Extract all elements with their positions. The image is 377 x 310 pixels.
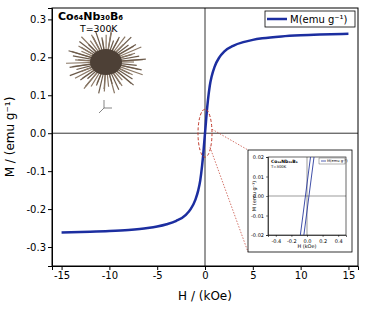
tick: -5	[153, 266, 163, 281]
tick: -0.2	[26, 204, 52, 215]
inset-chart: -0.4-0.20.00.20.4-0.02-0.010.000.010.02H…	[248, 150, 352, 252]
plot-frame	[268, 157, 346, 235]
tick: 0.4	[335, 235, 343, 244]
tick-mark	[266, 216, 268, 217]
tick: -15	[54, 266, 70, 281]
tick: -0.1	[26, 166, 52, 177]
tick-label: 0.4	[335, 238, 343, 244]
legend-label: M(emu g⁻¹)	[290, 14, 348, 25]
data-layer	[300, 157, 314, 235]
axes-icon	[99, 100, 112, 113]
legend-box	[265, 11, 355, 27]
tick: -0.3	[26, 242, 52, 253]
tick: -0.01	[251, 213, 268, 219]
tick-label: 0.1	[30, 90, 46, 101]
y-axis: -0.02-0.010.000.010.02	[251, 154, 268, 238]
inset-background	[248, 150, 352, 252]
tick-mark	[48, 171, 52, 172]
tick-label: 0.3	[30, 14, 46, 25]
legend-label: M(emu g⁻¹)	[327, 159, 348, 163]
axes-icon-arrow	[104, 108, 112, 109]
tick: 0.2	[319, 235, 327, 244]
tick-label: 0.0	[30, 128, 46, 139]
tick: 0.02	[253, 154, 268, 160]
tick: 0.1	[30, 90, 52, 101]
tick-label: 0	[202, 270, 208, 281]
tick-mark	[48, 209, 52, 210]
legend: M(emu g⁻¹)	[319, 158, 348, 164]
subtitle: T=300K	[270, 164, 287, 169]
tick-mark	[48, 247, 52, 248]
tick-label: 0.2	[30, 52, 46, 63]
tick-label: -10	[102, 270, 118, 281]
tick-label: -5	[153, 270, 163, 281]
zero-line	[268, 196, 346, 197]
tick-label: -0.1	[26, 166, 46, 177]
tick-label: 10	[295, 270, 308, 281]
y-axis-label: M (emu g⁻¹)	[251, 181, 258, 211]
particle-core	[90, 49, 122, 75]
y-axis-label: M / (emu g⁻¹)	[3, 97, 17, 178]
y-axis: -0.3 -0.2 -0.1 0.0 0.1 0.2 0.3	[26, 9, 52, 267]
tick: 0	[202, 266, 208, 281]
main-chart: -15 -10 -5 0 5 10 15 -0.3 -0.2 -0.1 0.0 0.1 0.2 0.3 H …	[3, 8, 359, 303]
tick-mark	[266, 157, 268, 158]
legend-swatch	[321, 161, 326, 162]
tick: 15	[343, 266, 356, 281]
plot-frame	[52, 8, 358, 266]
legend: M(emu g⁻¹)	[265, 11, 355, 27]
x-axis-label: H / (kOe)	[178, 289, 232, 303]
tick-label: -0.4	[271, 238, 281, 244]
tick-label: -0.2	[26, 204, 46, 215]
subtitle: T=300K	[79, 23, 118, 34]
tick: -10	[102, 266, 118, 281]
tick-mark	[48, 57, 52, 58]
tick: 0.2	[30, 52, 52, 63]
axis-line	[266, 158, 269, 236]
tick-mark	[266, 235, 268, 236]
zoom-leader	[212, 129, 248, 150]
tick: 0.0	[30, 128, 52, 139]
series-line	[300, 157, 314, 235]
tick-label: 15	[343, 270, 356, 281]
tick-label: -0.2	[287, 238, 297, 244]
zoom-marker	[198, 109, 248, 252]
tick-label: 0.01	[253, 174, 264, 180]
tick-label: -0.3	[26, 242, 46, 253]
tick-label: 5	[250, 270, 256, 281]
tick-mark	[266, 196, 268, 197]
zoom-leader	[210, 147, 248, 252]
tick-label: 0.02	[253, 154, 264, 160]
tick-mark	[48, 133, 52, 134]
legend-swatch	[267, 18, 287, 21]
tick-label: -15	[54, 270, 70, 281]
tick: 0.3	[30, 14, 52, 25]
tick-mark	[266, 177, 268, 178]
tick: -0.02	[251, 232, 268, 238]
axis-line	[48, 9, 53, 267]
x-axis-label: H (kOe)	[297, 243, 316, 249]
zoom-ellipse	[198, 109, 212, 157]
tick: 5	[250, 266, 256, 281]
tick: -0.4	[271, 235, 281, 244]
tick-label: -0.01	[251, 213, 264, 219]
tick: -0.2	[287, 235, 297, 244]
tick-label: 0.2	[319, 238, 327, 244]
tick-label: -0.02	[251, 232, 264, 238]
particle-image	[66, 30, 146, 93]
title: Co₆₄Nb₃₀B₆	[58, 10, 123, 23]
axes-icon-arrow	[104, 100, 105, 108]
axes-icon-arrow	[99, 108, 104, 113]
tick: 0.01	[253, 174, 268, 180]
x-axis: -15 -10 -5 0 5 10 15	[53, 266, 359, 281]
tick-mark	[48, 19, 52, 20]
tick: 10	[295, 266, 308, 281]
tick-mark	[48, 95, 52, 96]
